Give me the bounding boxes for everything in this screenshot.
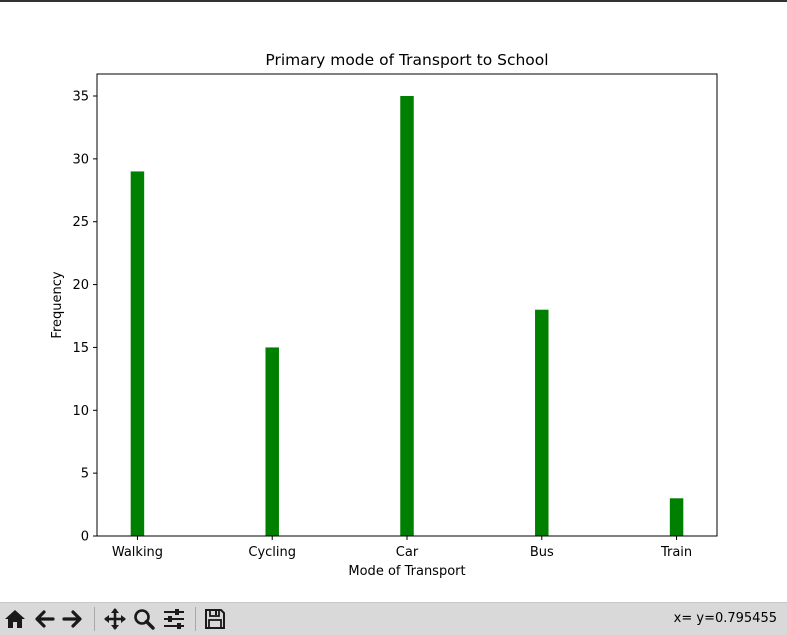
bars-layer: [130, 96, 684, 536]
y-tick-label: 5: [81, 467, 89, 482]
home-icon: [5, 610, 25, 628]
window-top-border: [0, 0, 787, 2]
pan-icon: [104, 608, 126, 630]
x-tick-label: Train: [660, 545, 692, 560]
home-button[interactable]: [2, 606, 28, 632]
y-tick-label: 15: [72, 341, 89, 356]
navigation-toolbar: x= y=0.795455: [0, 602, 787, 635]
x-tick-label: Walking: [112, 545, 163, 560]
toolbar-separator: [94, 607, 95, 631]
bar-bus: [535, 309, 549, 536]
axes-layer: Walking Cycling Car Bus Train 0 5 10 15 20 25 30 35: [72, 90, 692, 561]
forward-arrow-icon: [62, 610, 82, 628]
bar-train: [669, 498, 684, 536]
bar-cycling: [265, 347, 279, 536]
zoom-icon: [134, 609, 155, 630]
save-button[interactable]: [202, 606, 228, 632]
y-tick-label: 0: [81, 530, 89, 545]
bar-car: [400, 96, 414, 536]
bar-chart: Primary mode of Transport to School Walk…: [50, 51, 718, 579]
chart-title: Primary mode of Transport to School: [265, 51, 548, 69]
x-axis-label: Mode of Transport: [348, 564, 465, 579]
y-tick-label: 20: [72, 278, 89, 293]
toolbar-separator: [195, 607, 196, 631]
configure-subplots-button[interactable]: [161, 606, 187, 632]
x-tick-label: Bus: [530, 545, 554, 560]
zoom-button[interactable]: [131, 606, 157, 632]
x-tick-label: Car: [396, 545, 419, 560]
y-tick-label: 10: [72, 404, 89, 419]
pan-button[interactable]: [102, 606, 128, 632]
cursor-coordinates: x= y=0.795455: [673, 611, 777, 626]
forward-button[interactable]: [60, 606, 86, 632]
bar-walking: [130, 171, 145, 536]
x-tick-label: Cycling: [248, 545, 296, 560]
y-axis-label: Frequency: [50, 271, 65, 338]
y-tick-label: 35: [72, 90, 89, 105]
y-tick-label: 25: [72, 215, 89, 230]
figure-canvas[interactable]: Primary mode of Transport to School Walk…: [0, 2, 787, 602]
back-button[interactable]: [31, 606, 57, 632]
save-icon: [205, 609, 225, 629]
back-arrow-icon: [35, 610, 55, 628]
y-tick-label: 30: [72, 152, 89, 167]
configure-subplots-icon: [164, 609, 184, 629]
